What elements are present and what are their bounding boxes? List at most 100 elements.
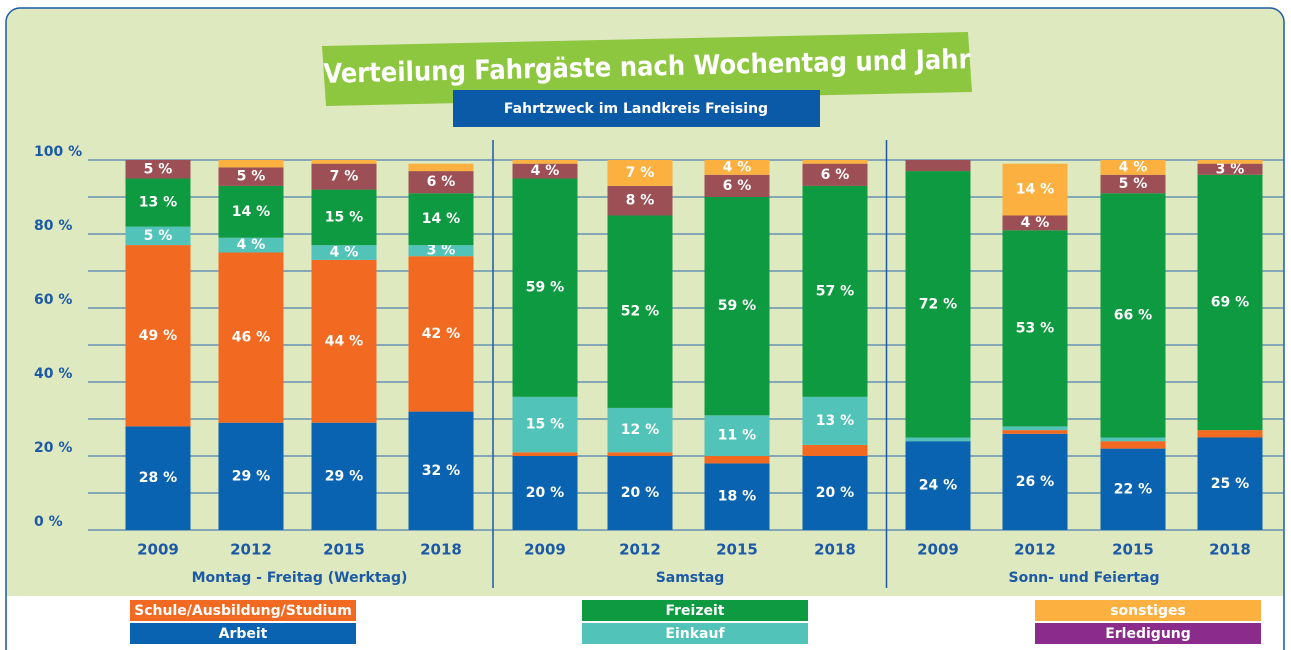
x-tick-label: 2018 <box>814 541 856 559</box>
bar-segment <box>1197 430 1263 438</box>
legend-swatch <box>1035 623 1261 644</box>
bar-segment <box>311 245 377 260</box>
data-label: 53 % <box>1016 320 1054 336</box>
bar-segment <box>125 426 191 530</box>
bar-segment <box>1100 437 1166 442</box>
bar-segment <box>1197 174 1263 431</box>
data-label: 12 % <box>621 422 659 438</box>
bar-segment <box>905 171 971 438</box>
data-label: 5 % <box>144 228 173 244</box>
bar-segment <box>607 185 673 216</box>
x-tick-label: 2015 <box>323 541 365 559</box>
bar-segment <box>802 444 868 456</box>
legend-label: Schule/Ausbildung/Studium <box>134 603 352 619</box>
bar-segment <box>512 452 578 456</box>
bar-segment <box>408 411 474 530</box>
data-label: 46 % <box>232 330 270 346</box>
bar-segment <box>1100 174 1166 194</box>
bar-segment <box>704 160 770 175</box>
data-label: 15 % <box>526 417 564 433</box>
bar-segment <box>125 226 191 246</box>
y-tick-label: 40 % <box>34 366 72 382</box>
x-tick-label: 2012 <box>1014 541 1056 559</box>
bar-segment <box>125 178 191 227</box>
bar-segment <box>607 160 673 186</box>
data-label: 5 % <box>144 161 173 177</box>
data-label: 59 % <box>718 298 756 314</box>
x-tick-label: 2018 <box>1209 541 1251 559</box>
bar-segment <box>512 160 578 164</box>
bar-segment <box>408 245 474 257</box>
bar-segment <box>704 463 770 530</box>
y-tick-label: 20 % <box>34 440 72 456</box>
legend-swatch <box>130 623 356 644</box>
bar-segment <box>1002 163 1068 216</box>
bar-segment <box>512 396 578 453</box>
data-label: 4 % <box>1119 159 1148 175</box>
bar-segment <box>218 422 284 530</box>
group-label: Sonn- und Feiertag <box>1009 570 1160 586</box>
bar-segment <box>905 441 971 530</box>
data-label: 13 % <box>816 413 854 429</box>
bar-segment <box>802 163 868 186</box>
subtitle-box <box>453 90 820 127</box>
bar-segment <box>512 456 578 530</box>
data-label: 15 % <box>325 209 363 225</box>
data-label: 20 % <box>526 485 564 501</box>
bar-segment <box>802 160 868 164</box>
data-label: 14 % <box>422 211 460 227</box>
legend-swatch <box>130 600 356 621</box>
bar-segment <box>1197 160 1263 164</box>
data-label: 3 % <box>427 243 456 259</box>
group-label: Samstag <box>656 570 725 586</box>
data-label: 7 % <box>626 165 655 181</box>
group-label: Montag - Freitag (Werktag) <box>192 570 408 586</box>
x-tick-label: 2009 <box>917 541 959 559</box>
bar-segment <box>218 160 284 168</box>
bar-segment <box>218 167 284 186</box>
data-label: 8 % <box>626 193 655 209</box>
data-label: 6 % <box>723 178 752 194</box>
bar-segment <box>905 160 971 172</box>
data-label: 11 % <box>718 428 756 444</box>
bar-segment <box>607 215 673 408</box>
x-tick-label: 2012 <box>230 541 272 559</box>
data-label: 4 % <box>723 159 752 175</box>
data-label: 25 % <box>1211 476 1249 492</box>
data-label: 14 % <box>1016 182 1054 198</box>
bar-segment <box>1197 163 1263 175</box>
data-label: 4 % <box>237 237 266 253</box>
bar-segment <box>311 189 377 246</box>
bar-segment <box>704 174 770 197</box>
x-tick-label: 2009 <box>137 541 179 559</box>
legend-swatch <box>1035 600 1261 621</box>
plot: 0 % 20 % 40 % 60 % 80 % 100 % Montag - Freitag… <box>34 140 1283 588</box>
legend-label: Erledigung <box>1105 626 1191 642</box>
data-label: 29 % <box>325 468 363 484</box>
title-banner <box>322 32 972 106</box>
bar-segment <box>704 197 770 416</box>
bar-segment <box>1002 433 1068 530</box>
data-label: 4 % <box>531 163 560 179</box>
legend-label: sonstiges <box>1110 603 1186 619</box>
bar-segment <box>1002 230 1068 427</box>
data-label: 18 % <box>718 489 756 505</box>
data-label: 49 % <box>139 328 177 344</box>
x-tick-label: 2018 <box>420 541 462 559</box>
data-label: 29 % <box>232 468 270 484</box>
legend-label: Arbeit <box>219 626 268 642</box>
bar-segment <box>311 422 377 530</box>
bar-segment <box>607 452 673 456</box>
legend-label: Einkauf <box>665 626 725 642</box>
data-label: 26 % <box>1016 474 1054 490</box>
bar-segment <box>1100 441 1166 449</box>
bar-segment <box>704 456 770 464</box>
bar-segment <box>408 171 474 194</box>
bar-segment <box>1100 448 1166 530</box>
bar-segment <box>704 415 770 456</box>
bar-segment <box>512 178 578 397</box>
data-label: 28 % <box>139 470 177 486</box>
data-label: 66 % <box>1114 307 1152 323</box>
data-label: 22 % <box>1114 481 1152 497</box>
